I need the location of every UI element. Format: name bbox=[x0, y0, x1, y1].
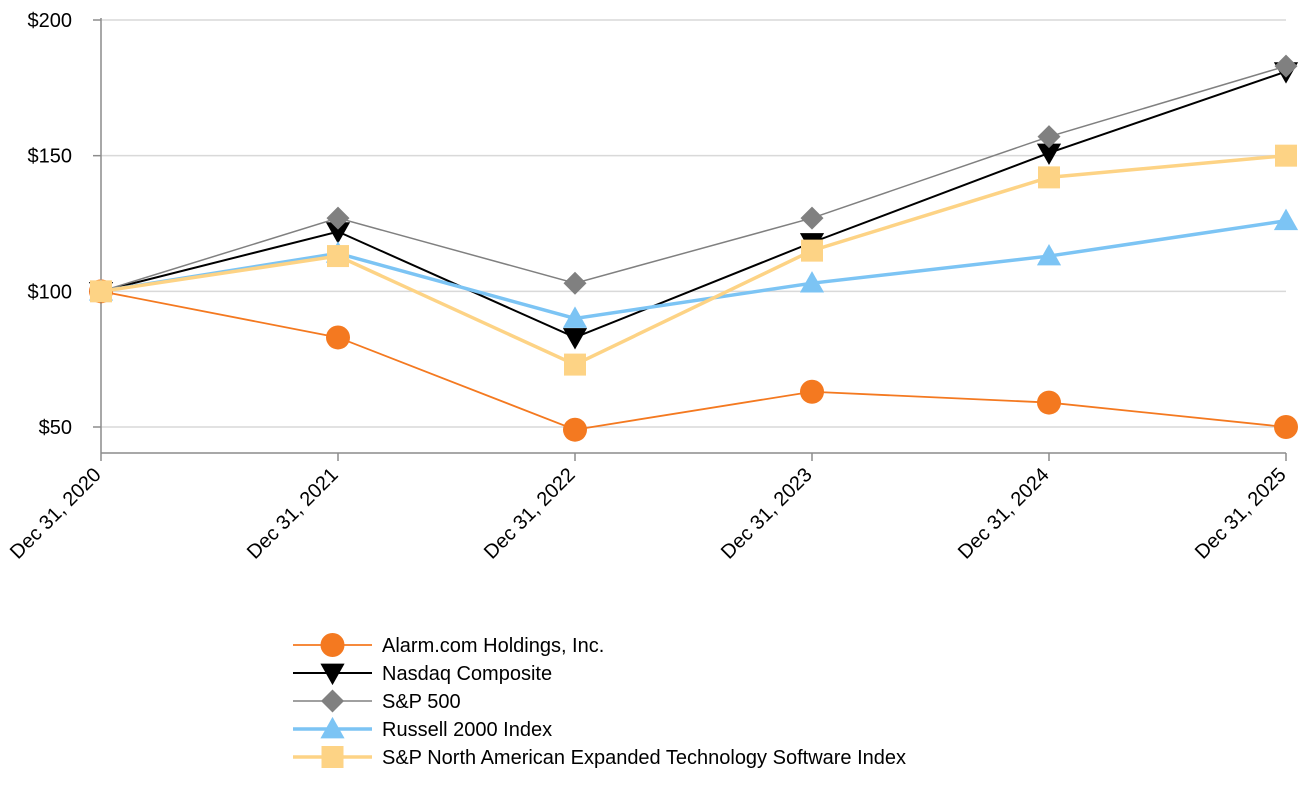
series-russell-2000-index bbox=[88, 208, 1299, 328]
data-point bbox=[1037, 125, 1061, 149]
legend-item: Russell 2000 Index bbox=[293, 716, 552, 741]
data-point bbox=[325, 222, 351, 244]
data-point bbox=[1038, 166, 1060, 189]
legend-label: S&P 500 bbox=[382, 691, 461, 713]
data-point bbox=[1037, 390, 1061, 415]
data-point bbox=[1274, 54, 1298, 78]
x-tick-label: Dec 31, 2024 bbox=[954, 464, 1054, 564]
data-point bbox=[800, 379, 824, 404]
y-tick-label: $100 bbox=[28, 281, 73, 303]
x-tick-label: Dec 31, 2023 bbox=[717, 464, 817, 564]
legend-label: Russell 2000 Index bbox=[382, 719, 552, 741]
x-tick-label: Dec 31, 2021 bbox=[243, 464, 343, 564]
series-s-p-north-american-expanded-technology-software-index bbox=[90, 144, 1297, 376]
axes: $50 $100 $150 $200 Dec 31, 2020 Dec 31, 2021 D… bbox=[6, 10, 1291, 563]
legend-item: Nasdaq Composite bbox=[293, 663, 552, 686]
series-line bbox=[100, 65, 1287, 293]
data-point bbox=[562, 306, 588, 328]
legend-item: Alarm.com Holdings, Inc. bbox=[293, 633, 604, 657]
data-point bbox=[1273, 208, 1299, 231]
data-point bbox=[801, 239, 823, 262]
y-tick-label: $200 bbox=[28, 10, 73, 32]
series-line bbox=[100, 70, 1287, 339]
legend-label: Alarm.com Holdings, Inc. bbox=[382, 635, 604, 657]
data-point bbox=[800, 206, 824, 230]
legend-item: S&P 500 bbox=[293, 689, 461, 713]
x-tick-label: Dec 31, 2020 bbox=[6, 464, 106, 564]
legend-marker bbox=[320, 716, 345, 739]
data-point bbox=[326, 206, 350, 230]
data-point bbox=[1036, 243, 1062, 266]
legend: Alarm.com Holdings, Inc. Nasdaq Composite… bbox=[293, 633, 906, 769]
data-point bbox=[1275, 144, 1297, 167]
legend-marker bbox=[320, 663, 345, 686]
data-point bbox=[564, 353, 586, 376]
data-point bbox=[563, 417, 587, 442]
data-point bbox=[562, 328, 588, 350]
legend-marker bbox=[321, 746, 344, 768]
x-tick-label: Dec 31, 2025 bbox=[1191, 464, 1291, 564]
legend-marker bbox=[321, 689, 344, 713]
legend-marker bbox=[320, 633, 345, 657]
data-point bbox=[326, 325, 350, 350]
x-tick-label: Dec 31, 2022 bbox=[480, 464, 580, 564]
data-point bbox=[90, 280, 112, 303]
legend-item: S&P North American Expanded Technology S… bbox=[293, 746, 906, 769]
data-point bbox=[327, 245, 349, 268]
series-line bbox=[100, 153, 1287, 367]
series-alarm-com-holdings-inc bbox=[89, 279, 1298, 442]
y-tick-label: $50 bbox=[39, 417, 72, 439]
data-point bbox=[1274, 415, 1298, 439]
data-point bbox=[1036, 143, 1062, 166]
series-line bbox=[100, 219, 1287, 321]
gridlines bbox=[101, 19, 1286, 428]
data-point bbox=[799, 271, 825, 293]
data-point bbox=[563, 271, 587, 295]
y-tick-label: $150 bbox=[28, 146, 73, 168]
legend-label: Nasdaq Composite bbox=[382, 663, 552, 685]
series-line bbox=[100, 290, 1287, 431]
legend-label: S&P North American Expanded Technology S… bbox=[382, 747, 906, 769]
